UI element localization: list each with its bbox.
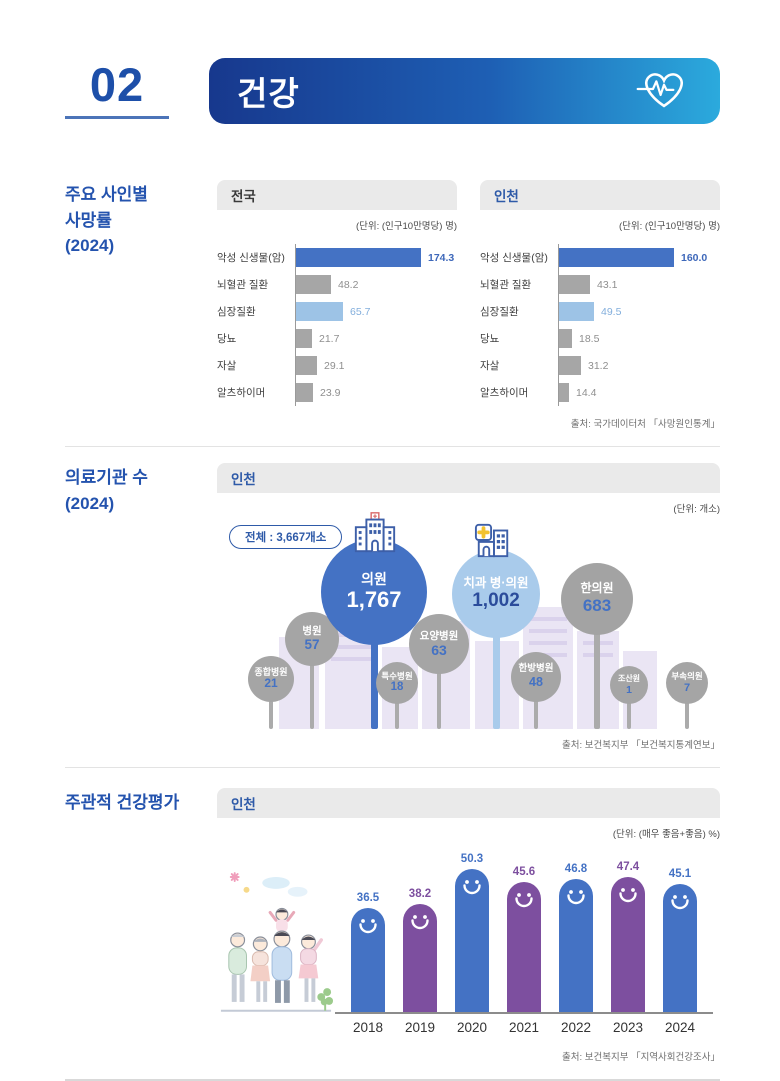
- page-title: 건강: [237, 75, 300, 112]
- bar-row: 자살 29.1: [217, 352, 457, 379]
- page-header: 02 건강: [65, 58, 720, 124]
- year-bars: 36.5 38.2 50.3 45.6 46.8 47.4 45.1: [335, 844, 713, 1014]
- region-header-incheon: 인천: [217, 788, 720, 818]
- bubble-요양병원: 요양병원 63: [409, 614, 469, 674]
- hospital-icon: [352, 511, 398, 558]
- section-title-institutions: 의료기관 수 (2024): [65, 468, 148, 513]
- region-header-incheon: 인천: [217, 463, 720, 493]
- bubble-chart: 전체 : 3,667개소 종합병원 21 병원 57 의원 1,767 특수병원 18 요양병…: [217, 512, 720, 733]
- section-mortality: 주요 사인별 사망률 (2024) 전국 (단위: (인구10만명당) 명) 악…: [65, 180, 720, 430]
- unit-label: (단위: 개소): [673, 504, 720, 515]
- section-divider: [65, 767, 720, 768]
- region-header-national: 전국: [217, 180, 457, 210]
- bar-chart: 악성 신생물(암) 174.3 뇌혈관 질환 48.2 심장질환 65.7 당뇨 21.7 자살…: [217, 244, 457, 406]
- unit-label: (단위: (인구10만명당) 명): [618, 221, 720, 232]
- year-bar-2021: 45.6: [507, 866, 541, 1012]
- unit-label: (단위: (매우 좋음+좋음) %): [612, 829, 720, 840]
- bubble-조산원: 조산원 1: [610, 666, 648, 704]
- year-labels: 2018 2019 2020 2021 2022 2023 2024: [335, 1014, 720, 1035]
- heart-pulse-icon: [636, 67, 692, 116]
- source-health-eval: 출처: 보건복지부 「지역사회건강조사」: [561, 1052, 720, 1063]
- year-bar-2022: 46.8: [559, 863, 593, 1012]
- dental-hospital-icon: [474, 522, 512, 563]
- bar-row: 알츠하이머 14.4: [480, 379, 720, 406]
- family-illustration: [220, 872, 334, 1012]
- section-health-eval: 주관적 건강평가 인천 (단위: (매우 좋음+좋음) %): [65, 788, 720, 1063]
- section-number-block: 02: [65, 58, 169, 120]
- year-label: 2022: [560, 1020, 592, 1035]
- year-label: 2023: [612, 1020, 644, 1035]
- bar-chart: 악성 신생물(암) 160.0 뇌혈관 질환 43.1 심장질환 49.5 당뇨 18.5 자살…: [480, 244, 720, 406]
- bar-row: 악성 신생물(암) 160.0: [480, 244, 720, 271]
- bar-row: 알츠하이머 23.9: [217, 379, 457, 406]
- bar-row: 자살 31.2: [480, 352, 720, 379]
- section-title-mortality: 주요 사인별 사망률 (2024): [65, 185, 148, 255]
- year-label: 2019: [404, 1020, 436, 1035]
- section-institutions: 의료기관 수 (2024) 인천 (단위: 개소): [65, 463, 720, 751]
- region-header-incheon: 인천: [480, 180, 720, 210]
- year-bar-2024: 45.1: [663, 868, 697, 1012]
- bar-row: 당뇨 21.7: [217, 325, 457, 352]
- year-label: 2024: [664, 1020, 696, 1035]
- source-institutions: 출처: 보건복지부 「보건복지통계연보」: [561, 740, 720, 751]
- bar-row: 악성 신생물(암) 174.3: [217, 244, 457, 271]
- year-bar-2019: 38.2: [403, 888, 437, 1012]
- source-mortality: 출처: 국가데이터처 「사망원인통계」: [570, 419, 720, 430]
- year-label: 2018: [352, 1020, 384, 1035]
- bar-row: 심장질환 49.5: [480, 298, 720, 325]
- year-bar-2020: 50.3: [455, 853, 489, 1012]
- section-title-health-eval: 주관적 건강평가: [65, 793, 180, 812]
- dental-hospital-icon: [474, 523, 509, 558]
- bubble-한방병원: 한방병원 48: [511, 652, 561, 702]
- year-bar-2023: 47.4: [611, 861, 645, 1012]
- bubble-부속의원: 부속의원 7: [666, 662, 708, 704]
- health-bar-chart: 36.5 38.2 50.3 45.6 46.8 47.4 45.1 2018 2…: [217, 844, 720, 1035]
- bubble-한의원: 한의원 683: [561, 563, 633, 635]
- year-bar-2018: 36.5: [351, 892, 385, 1012]
- bar-row: 당뇨 18.5: [480, 325, 720, 352]
- bar-row: 뇌혈관 질환 48.2: [217, 271, 457, 298]
- section-number-underline: [65, 116, 169, 120]
- mortality-chart-incheon: 인천 (단위: (인구10만명당) 명) 악성 신생물(암) 160.0 뇌혈관 질…: [480, 180, 720, 406]
- bar-row: 뇌혈관 질환 43.1: [480, 271, 720, 298]
- title-banner: 건강: [209, 58, 720, 124]
- bubble-종합병원: 종합병원 21: [248, 656, 294, 702]
- bubble-치과 병·의원: 치과 병·의원 1,002: [452, 550, 540, 638]
- bubble-의원: 의원 1,767: [321, 539, 427, 645]
- hospital-icon: [354, 512, 396, 553]
- unit-label: (단위: (인구10만명당) 명): [355, 221, 457, 232]
- year-label: 2021: [508, 1020, 540, 1035]
- total-count-badge: 전체 : 3,667개소: [229, 525, 343, 549]
- year-label: 2020: [456, 1020, 488, 1035]
- section-number: 02: [89, 58, 145, 111]
- bar-row: 심장질환 65.7: [217, 298, 457, 325]
- mortality-chart-national: 전국 (단위: (인구10만명당) 명) 악성 신생물(암) 174.3 뇌혈관 질…: [217, 180, 457, 406]
- bubble-특수병원: 특수병원 18: [376, 662, 418, 704]
- section-divider: [65, 446, 720, 447]
